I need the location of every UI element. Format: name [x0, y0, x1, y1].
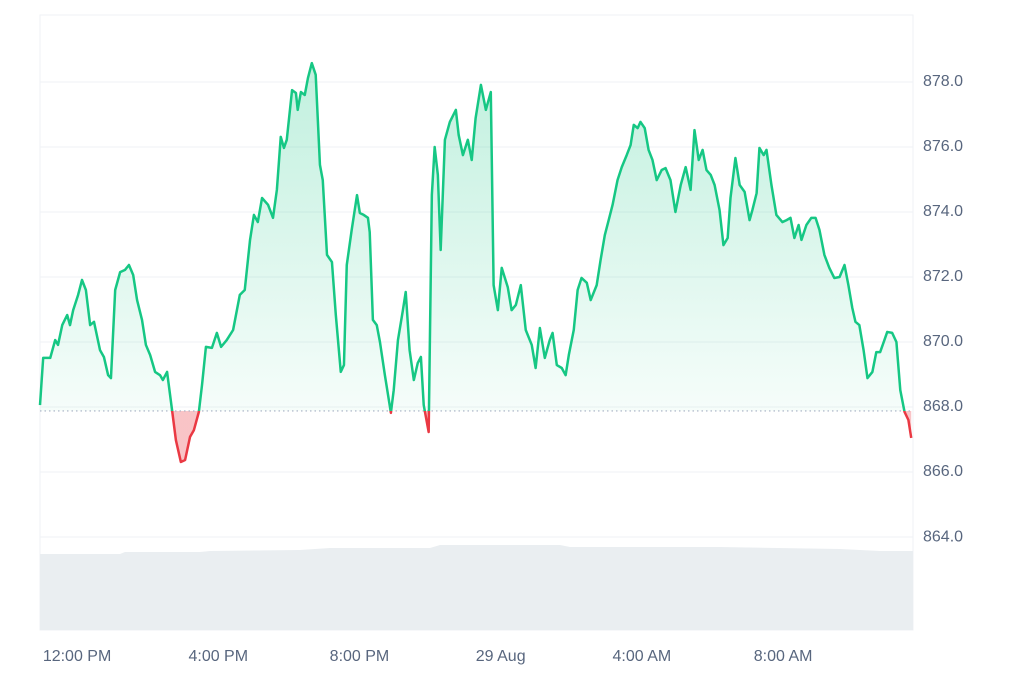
price-line	[38, 61, 913, 464]
x-tick-label: 4:00 AM	[613, 648, 672, 665]
y-tick-label: 872.0	[923, 268, 963, 285]
x-tick-label: 8:00 AM	[754, 648, 813, 665]
volume-area	[40, 545, 913, 630]
x-tick-label: 4:00 PM	[188, 648, 248, 665]
x-tick-label: 8:00 PM	[330, 648, 390, 665]
y-tick-label: 866.0	[923, 463, 963, 480]
x-tick-label: 12:00 PM	[43, 648, 111, 665]
y-tick-label: 868.0	[923, 398, 963, 415]
y-tick-label: 876.0	[923, 138, 963, 155]
y-tick-label: 870.0	[923, 333, 963, 350]
x-tick-label: 29 Aug	[476, 648, 526, 665]
y-tick-label: 874.0	[923, 203, 963, 220]
y-tick-label: 864.0	[923, 528, 963, 545]
y-tick-label: 878.0	[923, 73, 963, 90]
